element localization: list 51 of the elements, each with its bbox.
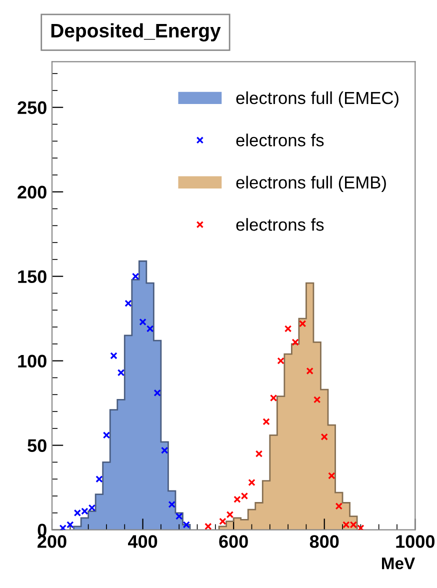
point (219, 518, 226, 525)
point (117, 369, 125, 376)
point (292, 338, 299, 346)
y-tick-label: 50 (28, 439, 46, 452)
point (88, 504, 96, 512)
point (66, 521, 74, 528)
legend-label: electrons fs (236, 218, 324, 231)
point (96, 475, 103, 483)
x-tick-label: 600 (219, 535, 248, 548)
point (284, 325, 292, 332)
point (139, 318, 146, 326)
point (270, 394, 278, 402)
y-tick-label: 100 (18, 354, 46, 368)
point (154, 389, 161, 397)
point (277, 357, 284, 364)
y-tick-label: 250 (18, 101, 46, 114)
chart-title: Deposited_Energy (51, 23, 221, 42)
point (335, 502, 342, 510)
point (146, 325, 154, 332)
legend-label: electrons full (EMB) (236, 176, 386, 192)
point (306, 367, 314, 375)
x-axis-title: MeV (382, 558, 416, 570)
legend-label: electrons fs (236, 134, 324, 146)
point (357, 524, 364, 530)
point (255, 450, 263, 458)
point (298, 320, 306, 328)
point (132, 272, 140, 280)
point (262, 418, 270, 426)
x-tick-label: 800 (310, 535, 339, 548)
point (234, 496, 241, 503)
point (313, 396, 321, 404)
x-tick-label: 1000 (396, 535, 434, 548)
y-tick-label: 200 (18, 186, 46, 199)
x-tick-label: 400 (128, 535, 158, 548)
point (124, 300, 132, 307)
point (248, 478, 256, 486)
point (110, 352, 118, 360)
y-tick-label: 150 (18, 270, 46, 284)
point (240, 492, 248, 500)
point (102, 432, 110, 439)
x-tick-label: 200 (38, 535, 66, 548)
point (328, 472, 336, 480)
point (204, 522, 212, 530)
point (226, 510, 234, 518)
legend-label: electrons full (EMEC) (236, 91, 398, 108)
point (168, 500, 176, 508)
point (59, 524, 67, 530)
point (320, 433, 328, 440)
point (175, 512, 183, 520)
point (182, 521, 190, 528)
point (160, 446, 168, 454)
